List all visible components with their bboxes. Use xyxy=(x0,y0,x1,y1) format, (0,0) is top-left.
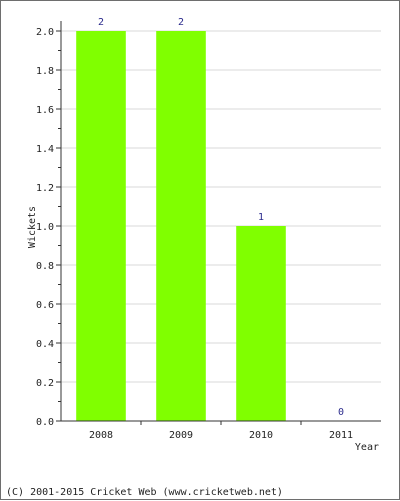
x-tick-label: 2008 xyxy=(89,430,113,441)
y-tick-label: 1.0 xyxy=(36,222,54,233)
y-axis-label: Wickets xyxy=(27,206,38,248)
y-tick-label: 0.6 xyxy=(36,300,54,311)
bars xyxy=(76,31,286,421)
axes xyxy=(56,21,381,425)
y-tick-label: 1.4 xyxy=(36,144,54,155)
y-tick-label: 1.6 xyxy=(36,105,54,116)
x-tick-labels: 2008 2009 2010 2011 xyxy=(89,430,353,441)
y-tick-label: 0.0 xyxy=(36,417,54,428)
data-labels: 2 2 1 0 xyxy=(98,17,344,418)
y-tick-label: 1.8 xyxy=(36,66,54,77)
copyright-footer: (C) 2001-2015 Cricket Web (www.cricketwe… xyxy=(6,487,283,498)
x-tick-label: 2010 xyxy=(249,430,273,441)
y-tick-label: 0.8 xyxy=(36,261,54,272)
bar xyxy=(76,31,126,421)
y-tick-label: 1.2 xyxy=(36,183,54,194)
bar xyxy=(236,226,286,421)
x-axis-label: Year xyxy=(355,442,379,453)
data-label: 2 xyxy=(98,17,104,28)
x-tick-label: 2009 xyxy=(169,430,193,441)
bar xyxy=(156,31,206,421)
x-tick-label: 2011 xyxy=(329,430,353,441)
data-label: 2 xyxy=(178,17,184,28)
data-label: 1 xyxy=(258,212,264,223)
data-label: 0 xyxy=(338,407,344,418)
y-tick-labels: 0.0 0.2 0.4 0.6 0.8 1.0 1.2 1.4 1.6 1.8 2.0 xyxy=(36,27,54,428)
y-tick-label: 0.2 xyxy=(36,378,54,389)
y-tick-label: 2.0 xyxy=(36,27,54,38)
y-tick-label: 0.4 xyxy=(36,339,54,350)
